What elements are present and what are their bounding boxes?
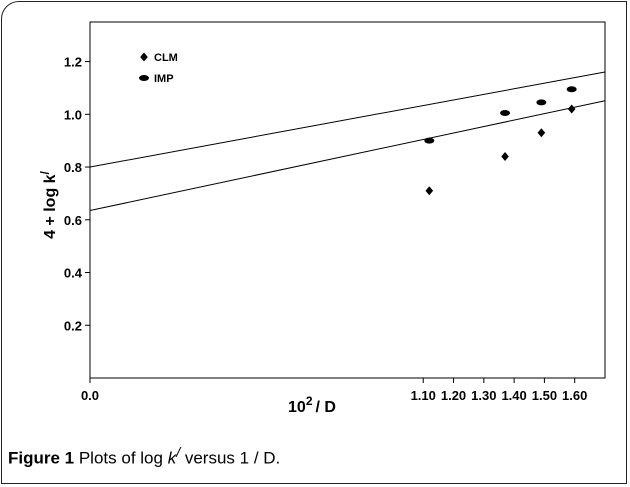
x-tick-label: 0.0 [81,388,99,403]
x-tick-label: 1.20 [441,388,466,403]
x-axis-title-base: 10 [288,399,306,416]
x-tick-label: 1.50 [532,388,557,403]
legend-label-imp: IMP [154,73,174,85]
y-tick-label: 1.2 [64,55,82,70]
x-axis-title-suffix: / D [316,399,336,416]
scatter-chart: 0.0 1.10 1.20 1.30 1.40 1.50 1.60 0.2 0.4 0.6 0.8… [38,21,606,416]
caption-text-pre: Plots of log [74,448,168,468]
data-point-imp [536,99,547,106]
y-tick-label: 0.8 [64,160,82,175]
data-point-clm [425,186,434,196]
x-tick-label: 1.30 [471,388,496,403]
figure-label: Figure 1 [8,448,75,468]
x-axis-title: 102/ D [288,394,336,416]
y-tick-label: 1.0 [64,107,82,122]
fit-line-clm [89,100,606,212]
x-tick-label: 1.40 [501,388,526,403]
y-tick-label: 0.2 [64,318,82,333]
data-point-imp [424,137,435,144]
plot-area: 0.0 1.10 1.20 1.30 1.40 1.50 1.60 0.2 0.4 0.6 0.8… [64,21,606,403]
y-axis-title-base: 4 + log k [42,174,59,239]
data-point-imp [500,109,511,116]
data-points [424,86,577,196]
x-axis-ticks: 0.0 1.10 1.20 1.30 1.40 1.50 1.60 [81,378,587,403]
x-tick-label: 1.60 [562,388,587,403]
plot-box [89,21,606,379]
y-axis-ticks: 0.2 0.4 0.6 0.8 1.0 1.2 [64,55,90,333]
fit-line-imp [89,71,606,168]
legend-marker-clm [140,52,148,62]
data-point-clm [537,128,546,138]
data-point-clm [567,104,576,114]
x-tick-label: 1.10 [411,388,436,403]
y-tick-label: 0.6 [64,213,82,228]
caption-text-post: versus 1 / D. [180,448,281,468]
x-axis-title-sup: 2 [306,394,313,408]
fit-lines [89,71,606,212]
y-axis-title: 4 + log k/ [38,170,59,238]
legend-marker-imp [139,75,149,81]
figure-caption: Figure 1 Plots of log k/ versus 1 / D. [8,445,280,469]
legend: CLM IMP [139,52,178,85]
data-point-clm [501,151,509,161]
caption-prime: / [176,445,181,461]
legend-label-clm: CLM [154,52,178,64]
y-axis-title-sup: / [38,170,52,174]
y-tick-label: 0.4 [64,266,83,281]
caption-k: k [167,448,177,468]
data-point-imp [566,86,577,93]
